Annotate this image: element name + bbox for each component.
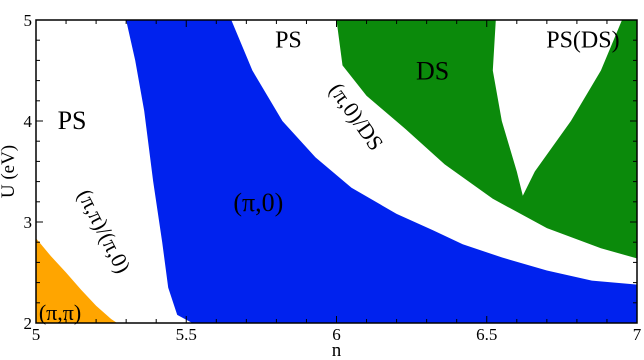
phase-regions xyxy=(36,20,637,323)
x-axis-label: n xyxy=(332,340,342,360)
x-tick-label: 7 xyxy=(633,325,642,344)
x-tick-label: 6 xyxy=(332,325,341,344)
y-tick-label: 4 xyxy=(24,112,33,131)
y-tick-label: 3 xyxy=(24,213,33,232)
annotation-ps: PS xyxy=(58,106,87,135)
x-tick-label: 5.5 xyxy=(176,325,197,344)
y-tick-label: 2 xyxy=(24,314,33,333)
y-axis-label: U (eV) xyxy=(0,145,19,198)
annotation-ds: DS xyxy=(416,56,449,85)
annotation-pi-pi-pi-0: (π,π)/(π,0) xyxy=(73,185,136,277)
annotation-ps-ds: PS(DS) xyxy=(546,28,619,54)
x-tick-label: 5 xyxy=(32,325,41,344)
axes: 5 5.5 6 6.5 7 2 3 4 5 xyxy=(24,11,642,344)
region-pi-0 xyxy=(126,20,637,323)
x-tick-label: 6.5 xyxy=(476,325,497,344)
region-ds xyxy=(336,20,637,259)
annotation-pi-0: (π,0) xyxy=(233,188,283,217)
annotation-pi-pi: (π,π) xyxy=(39,300,81,325)
annotation-ps: PS xyxy=(275,28,302,54)
region-pi-pi xyxy=(36,238,118,323)
y-tick-label: 5 xyxy=(24,11,33,30)
